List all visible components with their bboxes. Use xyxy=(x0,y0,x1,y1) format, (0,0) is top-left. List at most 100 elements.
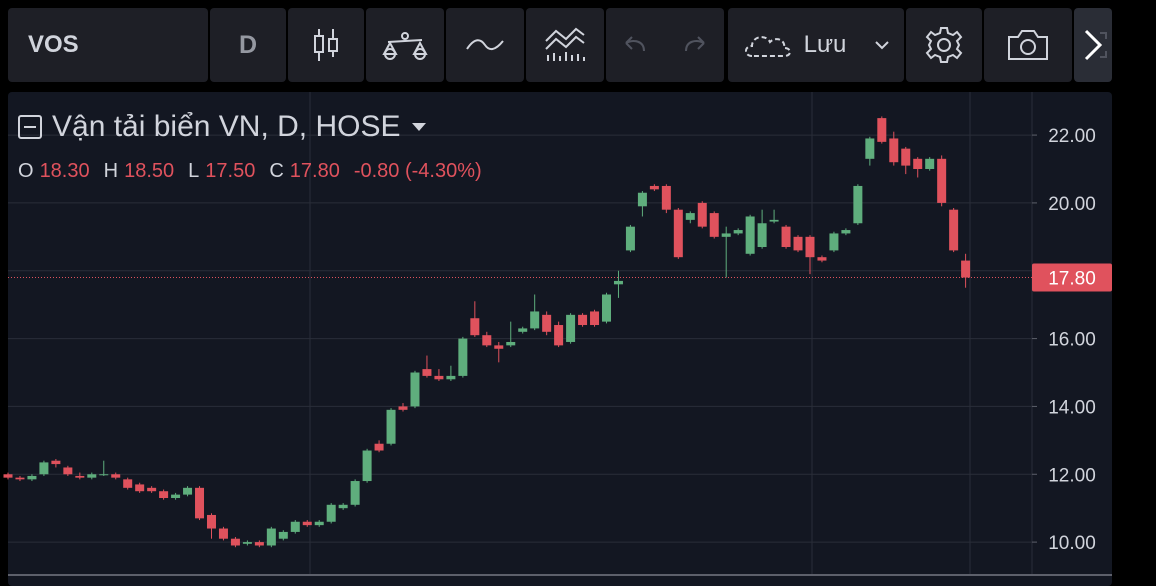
cloud-icon xyxy=(744,36,791,57)
candle-body xyxy=(949,209,959,251)
candle-body xyxy=(278,531,288,539)
ohlc-legend: O 18.30 H 18.50 L 17.50 C 17.80 -0.80 (-4.30%) xyxy=(18,160,496,183)
candle-body xyxy=(578,314,588,326)
arrow-icon xyxy=(1084,29,1107,61)
candle-body xyxy=(123,479,133,488)
candle-body xyxy=(757,223,767,248)
candle-body xyxy=(410,372,420,407)
compare-button[interactable] xyxy=(366,8,444,82)
y-tick-label: 22.00 xyxy=(1048,126,1096,147)
candle-body xyxy=(506,341,516,346)
undo-redo-icon[interactable] xyxy=(620,33,710,57)
candle-body xyxy=(422,369,432,376)
y-tick-label: 10.00 xyxy=(1048,533,1096,554)
candle-body xyxy=(458,338,468,376)
chart-type-button[interactable] xyxy=(288,8,364,82)
chart-title: Vận tải biển VN, D, HOSE xyxy=(52,110,401,143)
snapshot-button[interactable] xyxy=(984,8,1072,82)
ohlc-key: H xyxy=(103,160,119,182)
candle-body xyxy=(27,475,37,480)
candle-body xyxy=(602,294,611,322)
ohlc-value: 17.80 xyxy=(289,160,340,182)
symbol-button[interactable]: VOS xyxy=(8,8,208,82)
candle-body xyxy=(961,260,971,278)
compare-icon xyxy=(382,32,428,60)
gear-icon xyxy=(925,27,963,63)
candle-body xyxy=(302,521,312,526)
candle-body xyxy=(135,484,145,492)
candle-body xyxy=(3,474,13,478)
settings-button[interactable] xyxy=(906,8,982,82)
candle-body xyxy=(362,450,372,482)
candle-body xyxy=(841,230,851,234)
candle-body xyxy=(171,494,181,499)
more-button[interactable] xyxy=(1074,8,1112,82)
candle-body xyxy=(482,335,492,346)
candle-body xyxy=(326,504,336,522)
candle-body xyxy=(446,375,456,380)
save-label: Lưu xyxy=(803,31,847,58)
ohlc-change: -0.80 (-4.30%) xyxy=(353,160,482,182)
candle-body xyxy=(913,158,923,169)
candle-body xyxy=(733,230,743,234)
ohlc-value: 18.50 xyxy=(124,160,175,182)
candle-body xyxy=(266,528,276,546)
candle-body xyxy=(51,460,61,465)
candle-body xyxy=(865,138,875,159)
candle-body xyxy=(87,474,97,478)
candle-body xyxy=(242,542,252,544)
y-tick-label: 16.00 xyxy=(1048,330,1096,351)
candle-body xyxy=(709,213,719,237)
candle-body xyxy=(159,491,169,499)
interval-button[interactable]: D xyxy=(210,8,286,82)
candle-body xyxy=(195,487,205,519)
candle-body xyxy=(99,474,109,476)
ohlc-key: C xyxy=(269,160,284,182)
candle-body xyxy=(889,138,899,163)
candle-body xyxy=(314,521,324,526)
ohlc-value: 17.50 xyxy=(205,160,256,182)
candle-body xyxy=(206,514,216,529)
candle-body xyxy=(566,314,576,342)
candle-body xyxy=(386,409,396,444)
interval: D xyxy=(238,30,258,59)
candle-body xyxy=(853,185,863,224)
camera-icon xyxy=(1008,30,1048,60)
collapse-icon[interactable] xyxy=(18,115,42,139)
line-tool-button[interactable] xyxy=(446,8,524,82)
candle-body xyxy=(817,257,827,261)
candle-body xyxy=(901,148,911,166)
candle-body xyxy=(877,118,887,142)
candle-body xyxy=(661,185,671,210)
indicators-button[interactable] xyxy=(526,8,604,82)
candle-body xyxy=(937,158,947,203)
candle-body xyxy=(290,521,300,532)
candle-body xyxy=(697,202,707,227)
undo-redo xyxy=(606,8,724,82)
candle-body xyxy=(398,406,408,410)
candle-body xyxy=(230,538,240,546)
candle-body xyxy=(637,192,647,207)
save-button[interactable]: Lưu xyxy=(728,8,904,82)
candle-body xyxy=(769,219,779,222)
candle-body xyxy=(75,475,85,478)
candle-body xyxy=(518,328,528,332)
candle-body xyxy=(111,474,121,478)
legend-title: Vận tải biển VN, D, HOSE xyxy=(18,110,429,144)
candle-body xyxy=(613,280,623,285)
candle-body xyxy=(494,345,504,349)
candle-body xyxy=(673,209,683,258)
candle-body xyxy=(530,311,540,329)
candle-body xyxy=(434,375,444,380)
line-icon xyxy=(466,39,504,51)
candle-body xyxy=(350,481,360,505)
ohlc-key: L xyxy=(188,160,200,182)
candle-body xyxy=(147,487,157,492)
candle-body xyxy=(554,325,564,346)
title-caret[interactable] xyxy=(409,121,429,133)
y-tick-label: 12.00 xyxy=(1048,465,1096,486)
candle-body xyxy=(63,467,73,475)
candle-body xyxy=(338,504,348,509)
symbol: VOS xyxy=(28,31,79,58)
candle-body xyxy=(470,318,480,336)
